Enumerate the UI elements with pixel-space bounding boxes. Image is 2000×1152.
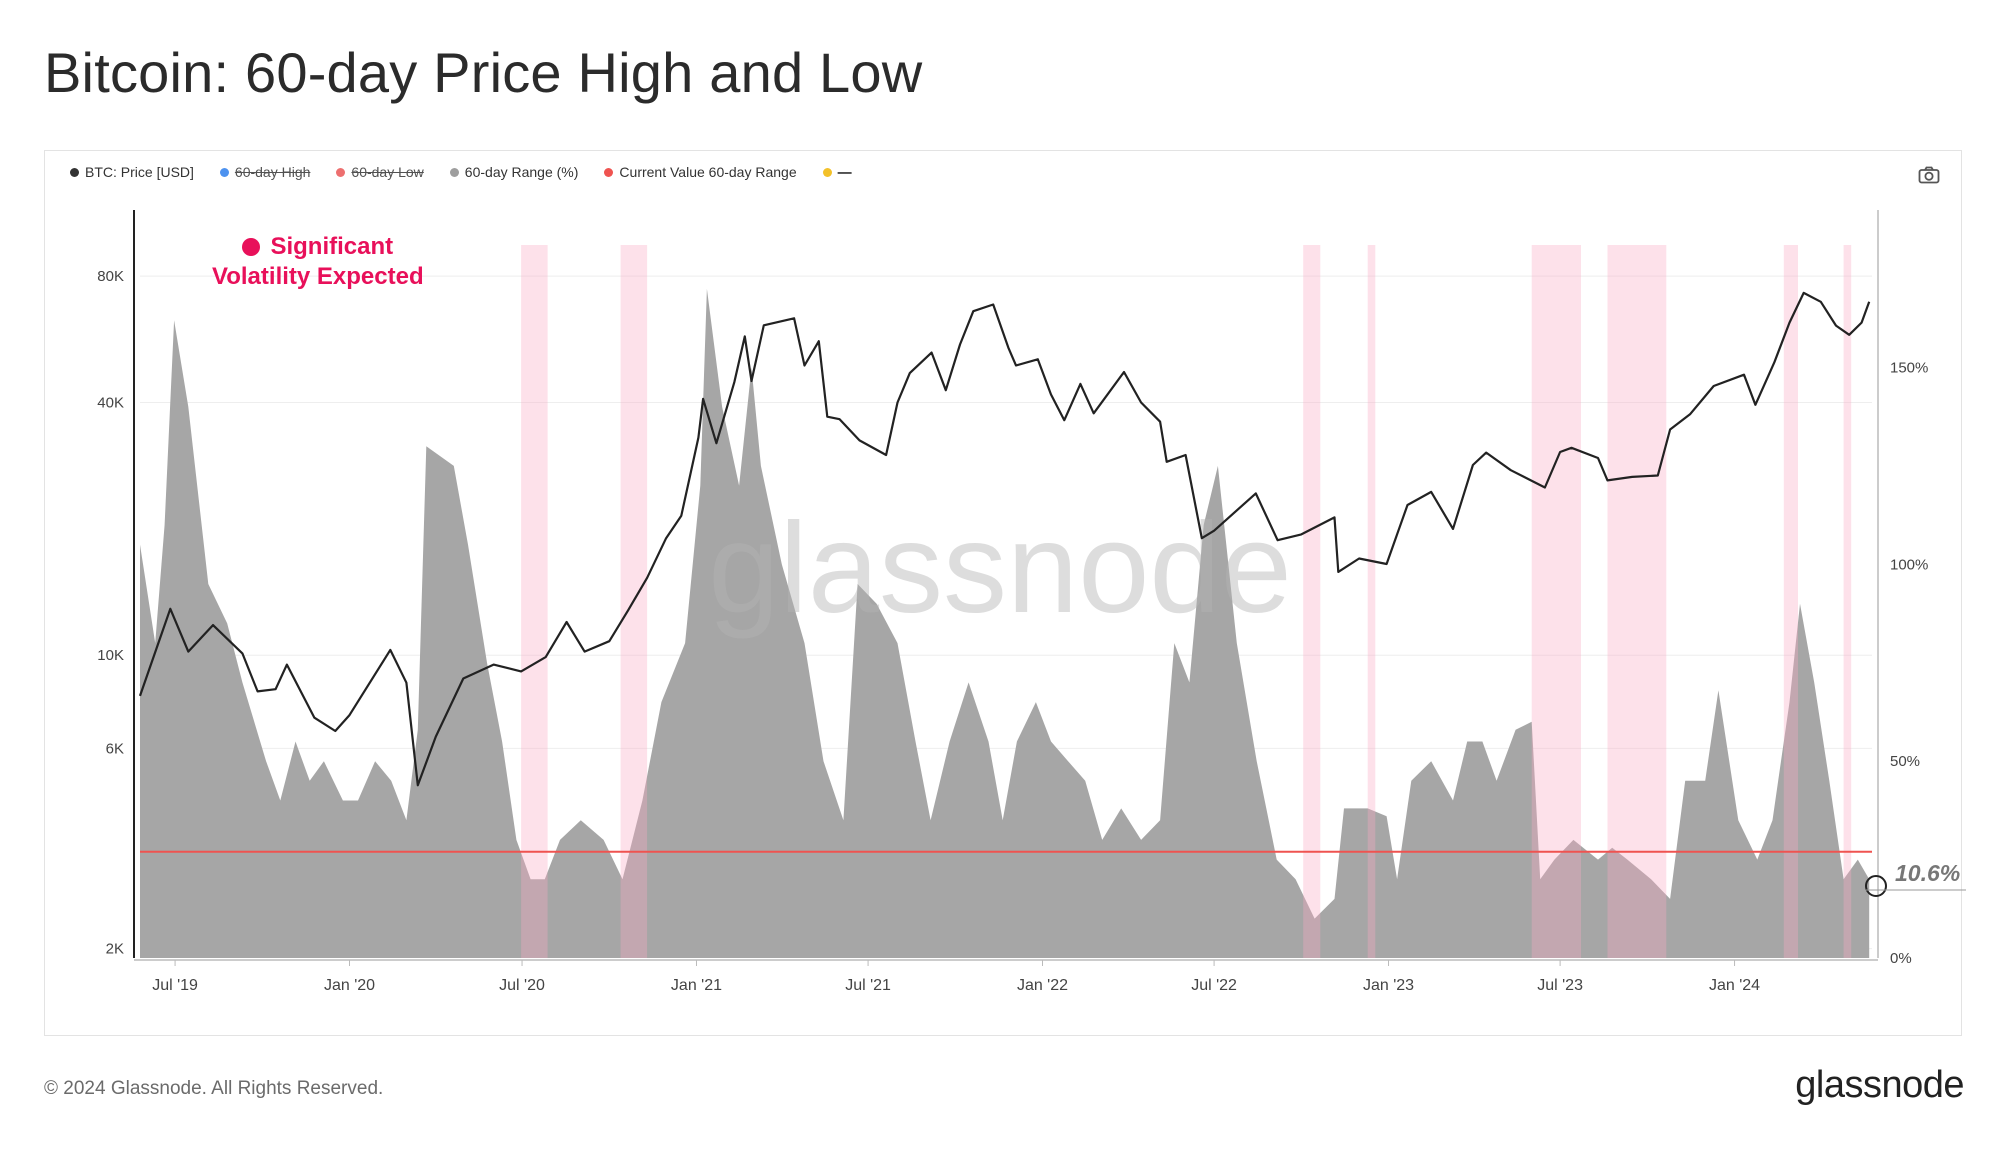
y-right-tick-label: 0% — [1890, 950, 1912, 967]
volatility-highlight-band — [1367, 245, 1376, 958]
legend-label: 60-day High — [234, 164, 311, 180]
annotation-line1: Significant — [270, 233, 394, 260]
x-tick-label: Jul '19 — [152, 977, 198, 994]
legend-label: BTC: Price [USD] — [85, 164, 194, 180]
chart-legend: BTC: Price [USD] 60-day High 60-day Low 60-… — [70, 162, 852, 182]
x-tick-label: Jan '23 — [1363, 977, 1414, 994]
y-left-tick-label: 40K — [97, 395, 124, 412]
volatility-highlight-band — [1843, 245, 1852, 958]
volatility-highlight-band — [521, 245, 548, 958]
copyright-text: © 2024 Glassnode. All Rights Reserved. — [44, 1078, 384, 1099]
legend-marker — [336, 167, 346, 177]
current-value-marker — [1865, 875, 1887, 897]
y-left-tick-label: 10K — [97, 647, 124, 664]
y-left-tick-label: 2K — [106, 941, 124, 958]
page-title: Bitcoin: 60-day Price High and Low — [44, 41, 923, 104]
x-tick-label: Jul '21 — [845, 977, 891, 994]
legend-marker — [449, 167, 459, 177]
chart-frame — [44, 150, 1962, 1036]
volatility-highlight-band — [1783, 245, 1798, 958]
annotation-line2: Volatility Expected — [212, 263, 424, 290]
x-tick-label: Jan '21 — [671, 977, 722, 994]
legend-item[interactable]: 60-day Range (%) — [449, 164, 579, 180]
volatility-highlight-band — [1531, 245, 1581, 958]
camera-icon[interactable] — [1918, 166, 1940, 184]
legend-label: 60-day Range (%) — [464, 164, 579, 180]
legend-label: 60-day Low — [351, 164, 424, 180]
volatility-annotation: Significant Volatility Expected — [212, 232, 424, 292]
range-area — [140, 288, 1870, 958]
x-tick-label: Jul '20 — [499, 977, 545, 994]
y-left-tick-label: 6K — [106, 740, 124, 757]
x-tick-label: Jan '22 — [1017, 977, 1068, 994]
brand-logo: glassnode — [1795, 1064, 1964, 1106]
x-tick-label: Jan '20 — [324, 977, 375, 994]
legend-item[interactable]: — — [822, 164, 852, 180]
y-left-tick-label: 80K — [97, 268, 124, 285]
watermark-text: glassnode — [708, 497, 1292, 640]
legend-item[interactable]: 60-day High — [219, 164, 311, 180]
y-right-tick-label: 150% — [1890, 359, 1928, 376]
y-right-tick-label: 50% — [1890, 753, 1920, 770]
annotation-dot-icon — [242, 238, 261, 256]
legend-item[interactable]: BTC: Price [USD] — [70, 164, 194, 180]
legend-item[interactable]: Current Value 60-day Range — [604, 164, 797, 180]
x-tick-label: Jul '22 — [1191, 977, 1237, 994]
legend-item[interactable]: 60-day Low — [336, 164, 424, 180]
legend-label: — — [837, 164, 852, 180]
btc-price-line — [138, 291, 1871, 787]
legend-marker — [822, 167, 832, 177]
volatility-highlight-band — [1303, 245, 1321, 958]
volatility-highlight-band — [1607, 245, 1667, 958]
legend-marker — [219, 167, 229, 177]
y-right-tick-label: 100% — [1890, 556, 1928, 573]
current-value-label: 10.6% — [1895, 860, 1961, 886]
legend-marker — [604, 167, 614, 177]
legend-label: Current Value 60-day Range — [619, 164, 797, 180]
legend-marker — [70, 167, 79, 177]
x-tick-label: Jul '23 — [1537, 977, 1583, 994]
x-tick-label: Jan '24 — [1709, 977, 1760, 994]
